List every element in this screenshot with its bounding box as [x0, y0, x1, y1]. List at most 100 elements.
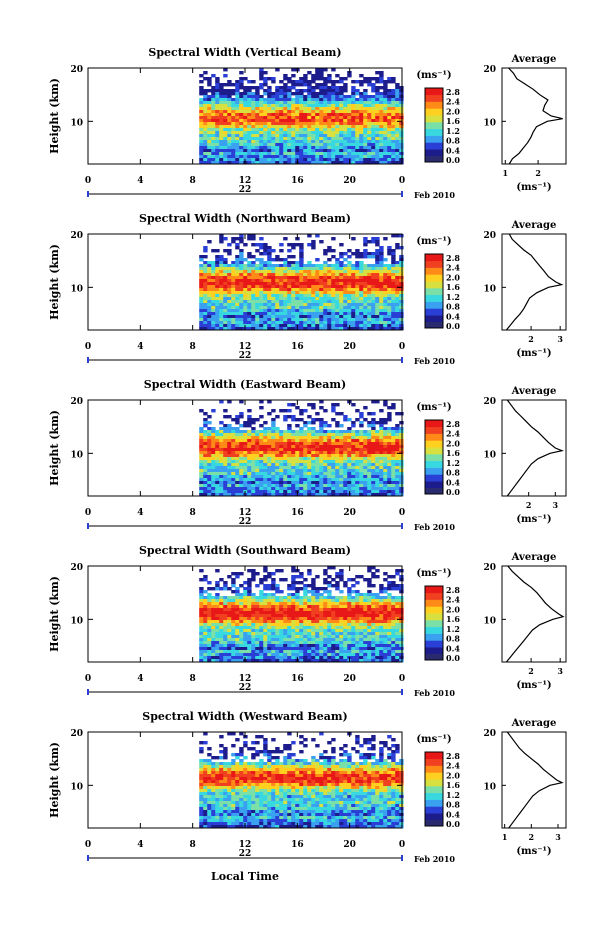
- heatmap-cell: [351, 599, 356, 603]
- heatmap-cell: [331, 584, 336, 588]
- heatmap-cell: [339, 309, 344, 313]
- heatmap-cell: [363, 487, 368, 491]
- heatmap-cell: [311, 436, 316, 440]
- heatmap-cell: [387, 324, 392, 328]
- heatmap-cell: [271, 98, 276, 102]
- heatmap-cell: [347, 95, 352, 99]
- heatmap-cell: [315, 71, 320, 75]
- heatmap-cell: [227, 466, 232, 470]
- heatmap-cell: [239, 448, 244, 452]
- heatmap-cell: [299, 300, 304, 304]
- heatmap-cell: [311, 626, 316, 630]
- heatmap-cell: [207, 487, 212, 491]
- heatmap-cell: [259, 101, 264, 105]
- heatmap-cell: [287, 460, 292, 464]
- heatmap-cell: [319, 421, 324, 425]
- heatmap-cell: [247, 234, 252, 238]
- heatmap-cell: [255, 140, 260, 144]
- colorbar-segment: [425, 481, 443, 489]
- heatmap-cell: [379, 312, 384, 316]
- heatmap-cell: [355, 264, 360, 268]
- heatmap-cell: [323, 107, 328, 111]
- heatmap-cell: [355, 140, 360, 144]
- heatmap-cell: [303, 623, 308, 627]
- heatmap-cell: [311, 578, 316, 582]
- heatmap-cell: [243, 95, 248, 99]
- heatmap-cell: [315, 478, 320, 482]
- heatmap-cell: [343, 122, 348, 126]
- heatmap-cell: [283, 493, 288, 497]
- heatmap-cell: [311, 95, 316, 99]
- heatmap-cell: [319, 83, 324, 87]
- heatmap-cell: [315, 279, 320, 283]
- heatmap-cell: [319, 89, 324, 93]
- heatmap-cell: [247, 484, 252, 488]
- heatmap-cell: [367, 460, 372, 464]
- heatmap-cell: [239, 584, 244, 588]
- heatmap-cell: [303, 460, 308, 464]
- heatmap-cell: [203, 481, 208, 485]
- heatmap-cell: [351, 315, 356, 319]
- heatmap-cell: [219, 611, 224, 615]
- heatmap-cell: [215, 472, 220, 476]
- heatmap-cell: [303, 433, 308, 437]
- heatmap-cell: [259, 490, 264, 494]
- heatmap-cell: [283, 608, 288, 612]
- heatmap-cell: [347, 454, 352, 458]
- heatmap-cell: [339, 572, 344, 576]
- heatmap-cell: [275, 614, 280, 618]
- heatmap-cell: [227, 623, 232, 627]
- heatmap-cell: [335, 131, 340, 135]
- heatmap-cell: [339, 451, 344, 455]
- heatmap-cell: [347, 303, 352, 307]
- heatmap-cell: [243, 285, 248, 289]
- heatmap-cell: [359, 83, 364, 87]
- heatmap-cell: [239, 321, 244, 325]
- heatmap-cell: [355, 318, 360, 322]
- heatmap-cell: [323, 282, 328, 286]
- heatmap-cell: [343, 451, 348, 455]
- heatmap-cell: [279, 297, 284, 301]
- heatmap-cell: [311, 303, 316, 307]
- heatmap-cell: [199, 270, 204, 274]
- heatmap-cell: [219, 309, 224, 313]
- heatmap-cell: [223, 264, 228, 268]
- heatmap-cell: [339, 300, 344, 304]
- heatmap-cell: [291, 493, 296, 497]
- heatmap-cell: [379, 457, 384, 461]
- heatmap-cell: [391, 98, 396, 102]
- heatmap-cell: [387, 282, 392, 286]
- heatmap-cell: [275, 626, 280, 630]
- heatmap-cell: [279, 161, 284, 165]
- heatmap-cell: [359, 445, 364, 449]
- heatmap-cell: [283, 415, 288, 419]
- heatmap-cell: [307, 125, 312, 129]
- heatmap-cell: [235, 593, 240, 597]
- heatmap-cell: [367, 113, 372, 117]
- heatmap-cell: [315, 143, 320, 147]
- heatmap-cell: [351, 617, 356, 621]
- heatmap-cell: [263, 614, 268, 618]
- heatmap-cell: [351, 98, 356, 102]
- heatmap-cell: [327, 276, 332, 280]
- heatmap-cell: [275, 255, 280, 259]
- heatmap-cell: [283, 258, 288, 262]
- heatmap-cell: [363, 270, 368, 274]
- heatmap-cell: [255, 439, 260, 443]
- heatmap-cell: [251, 623, 256, 627]
- heatmap-cell: [315, 457, 320, 461]
- heatmap-cell: [219, 578, 224, 582]
- heatmap-cell: [351, 602, 356, 606]
- heatmap-cell: [223, 584, 228, 588]
- heatmap-cell: [259, 451, 264, 455]
- heatmap-cell: [223, 128, 228, 132]
- heatmap-cell: [299, 107, 304, 111]
- heatmap-cell: [323, 131, 328, 135]
- heatmap-cell: [335, 116, 340, 120]
- heatmap-cell: [227, 490, 232, 494]
- heatmap-cell: [379, 475, 384, 479]
- heatmap-cell: [227, 125, 232, 129]
- heatmap-cell: [239, 593, 244, 597]
- heatmap-cell: [263, 318, 268, 322]
- heatmap-cell: [215, 460, 220, 464]
